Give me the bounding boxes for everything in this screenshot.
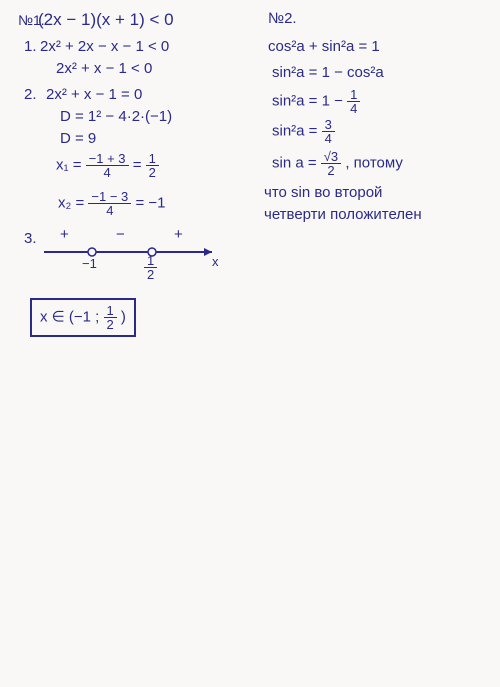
p1-x2: x₂ = −1 − 3 4 = −1 [58, 190, 166, 217]
p2-l6: что sin во второй [264, 184, 382, 202]
p1-step1-label: 1. [24, 38, 37, 56]
p1-x1-res-num: 1 [146, 152, 159, 166]
p1-x1-res-den: 2 [146, 166, 159, 179]
answer-frac-den: 2 [104, 318, 117, 331]
p1-x2-frac: −1 − 3 4 [88, 190, 131, 217]
p2-l3-left: sin²a = 1 − [272, 92, 343, 109]
tick-half: 1 2 [144, 254, 157, 281]
p2-l3-num: 1 [347, 88, 360, 102]
p2-l5: sin a = √3 2 , потому [272, 150, 403, 177]
answer-prefix: x ∈ (−1 ; [40, 308, 99, 325]
p2-l4-left: sin²a = [272, 122, 317, 139]
p1-x1-frac: −1 + 3 4 [86, 152, 129, 179]
p1-x1-left: x₁ = [56, 156, 82, 173]
p2-l7: четверти положителен [264, 206, 422, 224]
p1-step2a: 2x² + x − 1 = 0 [46, 86, 142, 104]
p2-l3: sin²a = 1 − 1 4 [272, 88, 360, 115]
p2-l1: cos²a + sin²a = 1 [268, 38, 380, 56]
p1-step1b: 2x² + x − 1 < 0 [56, 60, 152, 78]
p2-l5-left: sin a = [272, 154, 317, 171]
p2-number: №2. [268, 10, 297, 28]
p1-step2-label: 2. [24, 86, 37, 104]
p1-x2-num: −1 − 3 [88, 190, 131, 204]
p2-l3-den: 4 [347, 102, 360, 115]
p2-l4: sin²a = 3 4 [272, 118, 335, 145]
p1-header: (2x − 1)(x + 1) < 0 [38, 10, 174, 30]
handwritten-page: №1. (2x − 1)(x + 1) < 0 1. 2x² + 2x − x … [0, 0, 500, 687]
p2-l5-tail: , потому [345, 154, 403, 171]
p1-x2-eq: = −1 [135, 194, 165, 211]
p1-x1-num: −1 + 3 [86, 152, 129, 166]
p1-step2b: D = 1² − 4·2·(−1) [60, 108, 172, 126]
p1-x1-res: 1 2 [146, 152, 159, 179]
p1-x1: x₁ = −1 + 3 4 = 1 2 [56, 152, 159, 179]
answer-suffix: ) [121, 308, 126, 325]
p2-l5-num: √3 [321, 150, 341, 164]
tick-neg1: −1 [82, 256, 97, 272]
answer-box: x ∈ (−1 ; 1 2 ) [30, 298, 136, 337]
p1-x2-left: x₂ = [58, 194, 84, 211]
sign-minus: − [116, 226, 125, 244]
tick-half-den: 2 [144, 268, 157, 281]
number-line-svg [44, 226, 224, 276]
answer-frac-num: 1 [104, 304, 117, 318]
number-line: + − + −1 1 2 x [44, 226, 224, 276]
p1-x1-den: 4 [86, 166, 129, 179]
sign-plus-1: + [60, 226, 69, 244]
p1-step2c: D = 9 [60, 130, 96, 148]
p1-x2-den: 4 [88, 204, 131, 217]
p2-l4-den: 4 [322, 132, 335, 145]
p1-x1-eq: = [133, 156, 142, 173]
p2-l5-den: 2 [321, 164, 341, 177]
p2-l4-frac: 3 4 [322, 118, 335, 145]
axis-label-x: x [212, 254, 219, 270]
p2-l5-frac: √3 2 [321, 150, 341, 177]
tick-half-num: 1 [144, 254, 157, 268]
p2-l3-frac: 1 4 [347, 88, 360, 115]
p2-l2: sin²a = 1 − cos²a [272, 64, 384, 82]
p1-step1a: 2x² + 2x − x − 1 < 0 [40, 38, 169, 56]
answer-frac: 1 2 [104, 304, 117, 331]
sign-plus-2: + [174, 226, 183, 244]
p2-l4-num: 3 [322, 118, 335, 132]
p1-step3-label: 3. [24, 230, 37, 248]
